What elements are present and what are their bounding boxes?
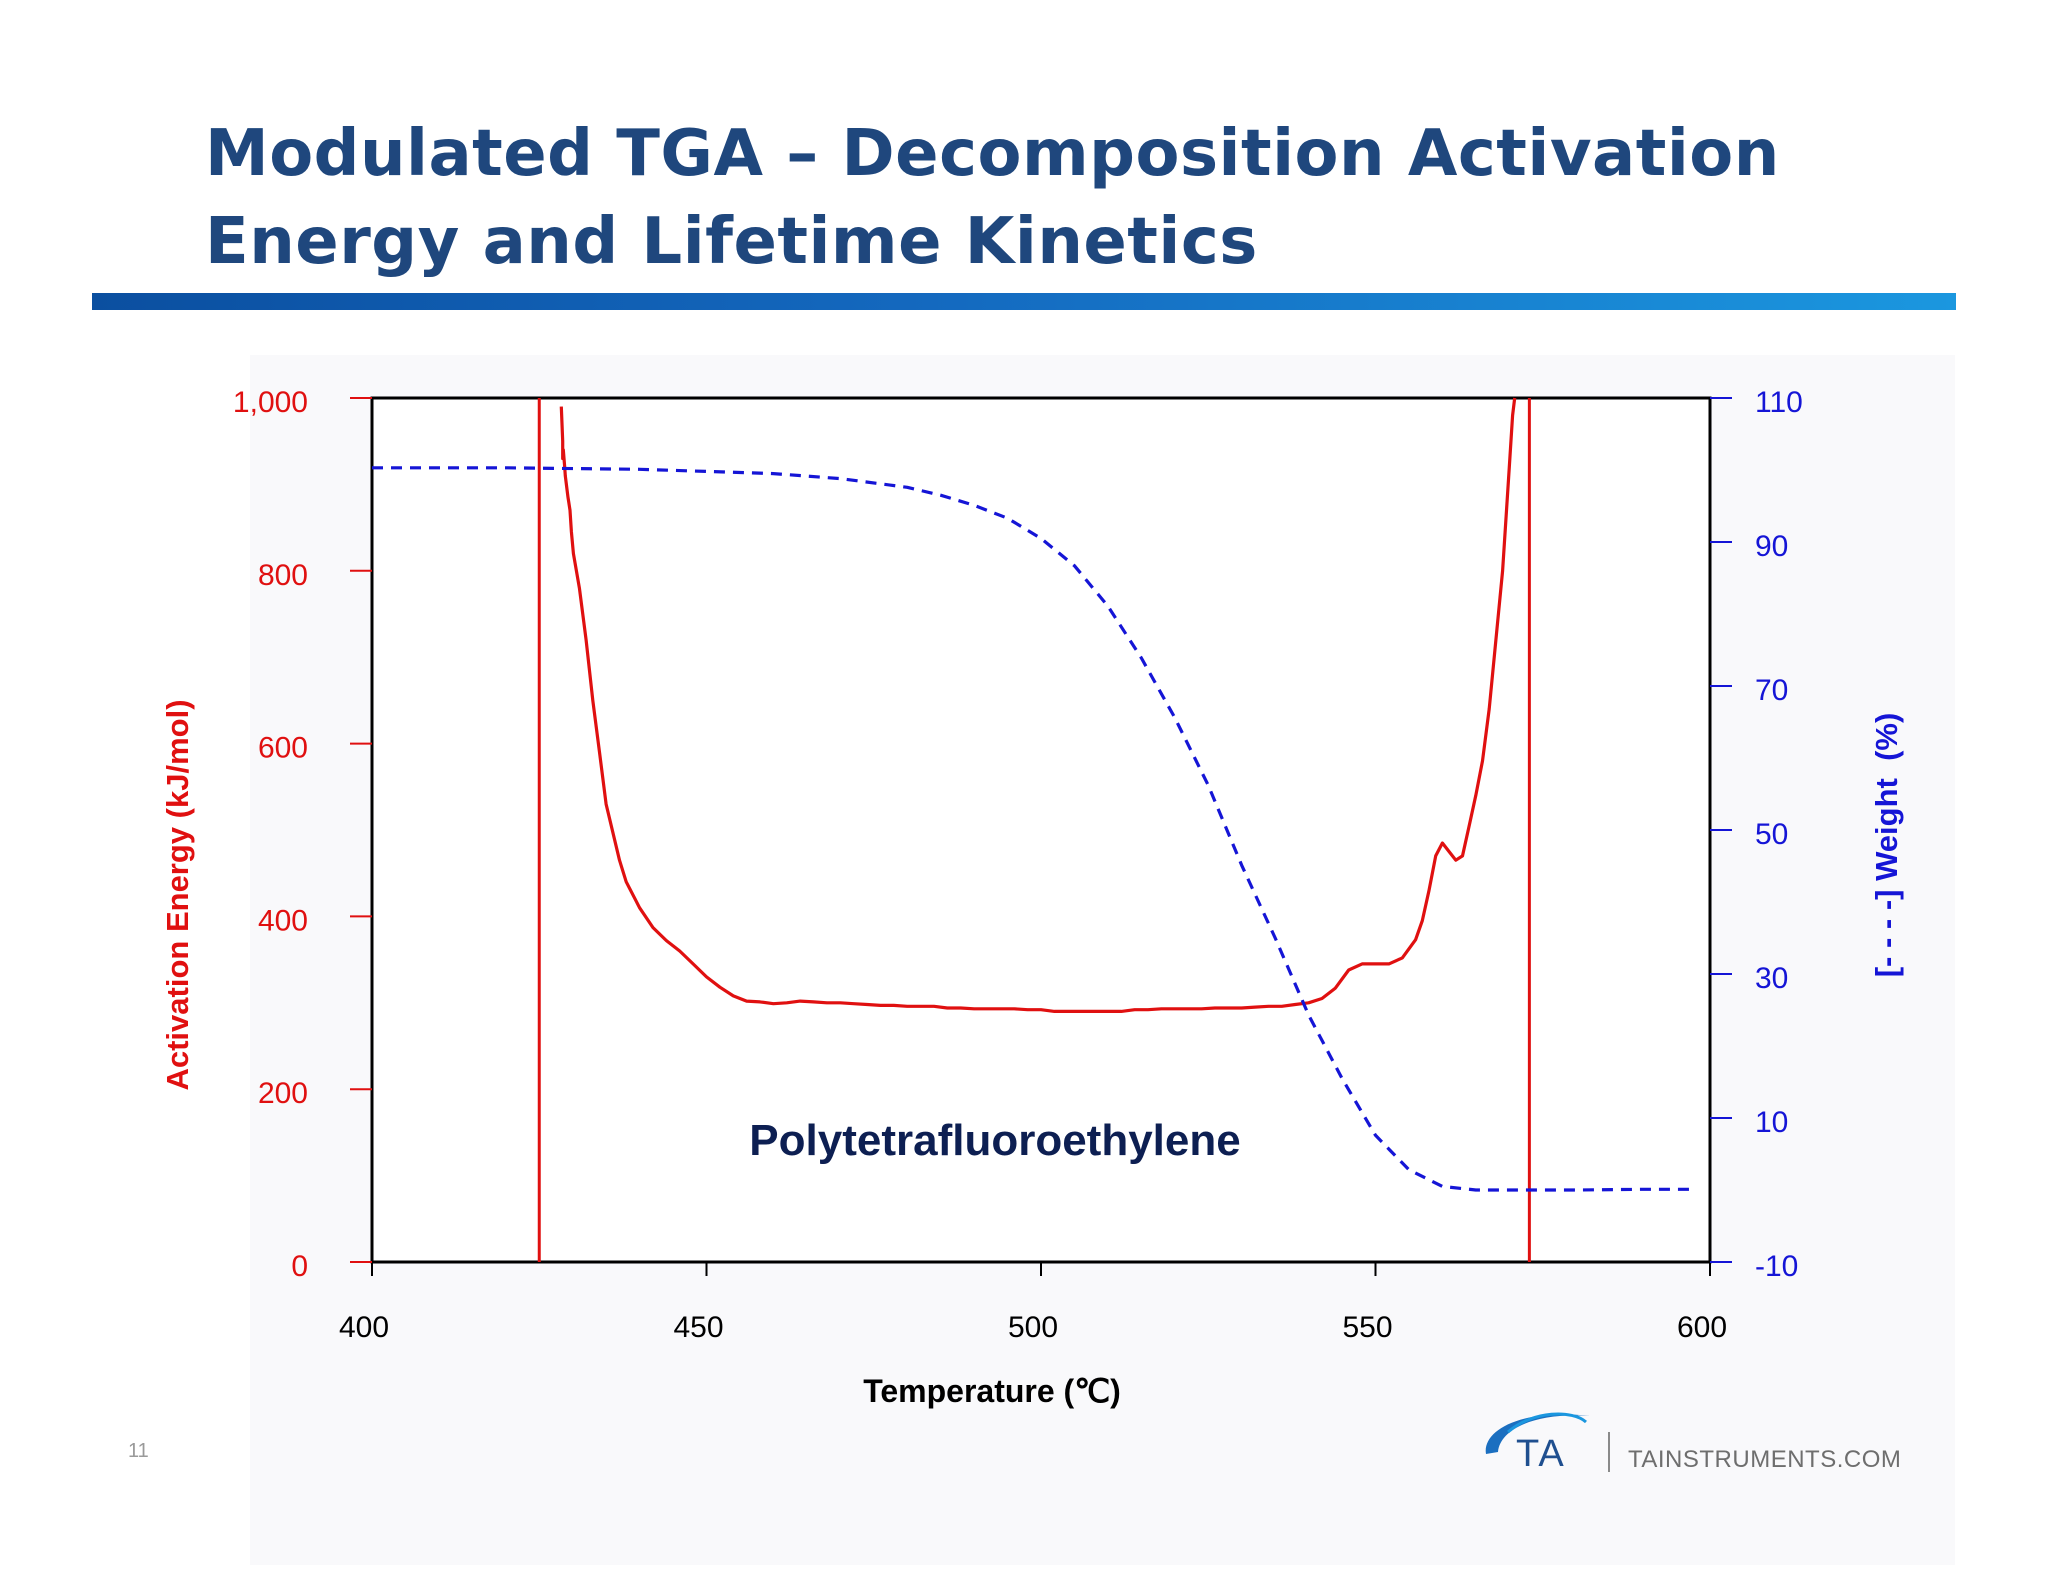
slide-title-line-2: Energy and Lifetime Kinetics — [205, 205, 1258, 279]
x-tick-label-4: 600 — [1677, 1311, 1727, 1344]
y-left-tick-label-3: 600 — [258, 732, 308, 765]
y-left-tick-label-2: 400 — [258, 904, 308, 937]
slide-title: Modulated TGA – Decomposition Activation… — [205, 110, 1905, 286]
y-left-tick-label-0: 0 — [291, 1250, 308, 1283]
activation-energy-series-line — [559, 397, 1517, 1014]
x-tick-label-2: 500 — [1008, 1311, 1058, 1344]
y-right-tick-label-4: 70 — [1755, 674, 1788, 707]
ta-instruments-logo: TA — [1485, 1412, 1590, 1472]
y-right-tick-label-6: 110 — [1755, 386, 1803, 419]
y-left-tick-label-5: 1,000 — [233, 386, 308, 419]
y-right-tick-label-5: 90 — [1755, 530, 1788, 563]
data-series — [372, 397, 1697, 1192]
y-right-tick-label-1: 10 — [1755, 1106, 1788, 1139]
slide-title-line-1: Modulated TGA – Decomposition Activation — [205, 117, 1780, 191]
x-axis-title: Temperature (℃) — [863, 1373, 1121, 1409]
x-tick-label-3: 550 — [1342, 1311, 1392, 1344]
y-axis-right: -10 10 30 50 70 90 110 — [1710, 386, 1803, 1283]
y-right-tick-label-2: 30 — [1755, 962, 1788, 995]
logo-separator — [1608, 1432, 1610, 1472]
page-number: 11 — [128, 1440, 149, 1462]
x-tick-label-0: 400 — [339, 1311, 389, 1344]
weight-series-line — [372, 466, 1697, 1192]
x-axis: 400 450 500 550 600 — [339, 1262, 1727, 1344]
y-left-tick-label-1: 200 — [258, 1077, 308, 1110]
x-tick-label-1: 450 — [673, 1311, 723, 1344]
vertical-markers — [537, 398, 1531, 1262]
y-axis-left-title: Activation Energy (kJ/mol) — [160, 699, 195, 1090]
ta-logo-text: TA — [1516, 1433, 1566, 1472]
y-left-tick-label-4: 800 — [258, 559, 308, 592]
y-axis-left: 0 200 400 600 800 1,000 — [233, 386, 372, 1283]
y-right-tick-label-3: 50 — [1755, 818, 1788, 851]
title-underline-bar — [92, 293, 1956, 310]
website-link[interactable]: TAINSTRUMENTS.COM — [1628, 1446, 1902, 1473]
y-right-tick-label-0: -10 — [1755, 1250, 1798, 1283]
plot-area — [370, 396, 1712, 1264]
y-axis-right-title: [- - - -] Weight (%) — [1869, 713, 1904, 978]
chart-annotation: Polytetrafluoroethylene — [749, 1116, 1240, 1165]
